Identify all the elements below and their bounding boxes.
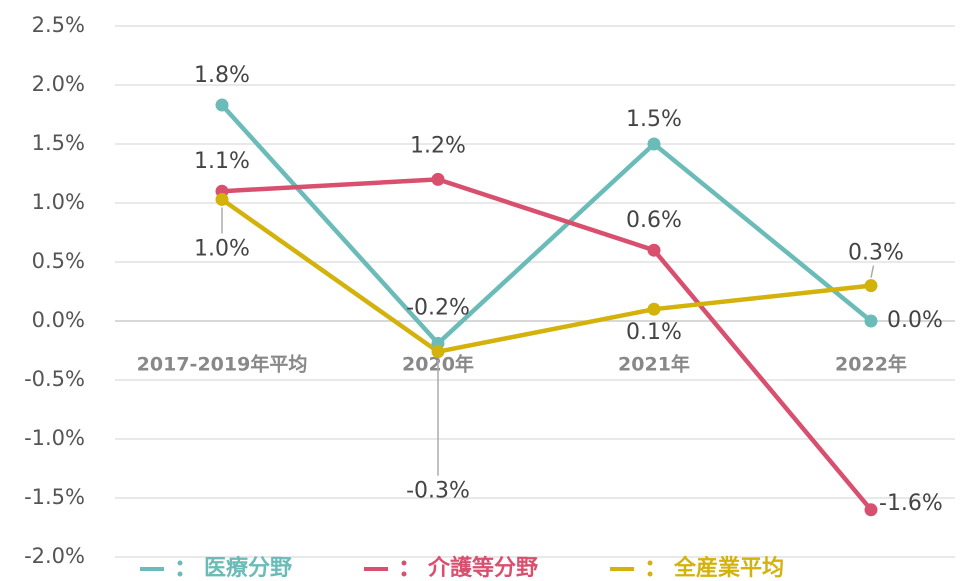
legend-label: 介護等分野 <box>427 555 538 581</box>
legend-colon <box>647 560 653 566</box>
data-label: -0.2% <box>406 295 470 320</box>
data-label: 1.8% <box>194 63 250 88</box>
x-tick-label: 2017-2019年平均 <box>137 353 308 376</box>
leader-line <box>870 265 875 278</box>
y-tick-label: -0.5% <box>24 367 85 391</box>
y-tick-label: 1.0% <box>32 190 85 214</box>
y-tick-label: 2.5% <box>32 13 85 37</box>
y-tick-label: 0.5% <box>32 249 85 273</box>
legend-colon <box>177 571 183 577</box>
point <box>431 345 445 359</box>
legend-label: 全産業平均 <box>673 555 784 581</box>
legend-colon <box>647 571 653 577</box>
legend-colon <box>401 560 407 566</box>
y-tick-label: 2.0% <box>32 72 85 96</box>
legend-item: 介護等分野 <box>364 555 538 581</box>
data-label: 0.0% <box>887 308 943 333</box>
legend-colon <box>401 571 407 577</box>
y-tick-label: -2.0% <box>24 544 85 568</box>
legend-label: 医療分野 <box>204 555 292 581</box>
data-label: 0.6% <box>626 208 682 233</box>
point <box>864 314 878 328</box>
data-label: 1.5% <box>626 107 682 132</box>
data-label: 0.3% <box>848 241 904 266</box>
y-tick-label: 0.0% <box>32 308 85 332</box>
y-tick-label: -1.0% <box>24 426 85 450</box>
x-tick-label: 2022年 <box>835 353 907 376</box>
point <box>647 137 661 151</box>
legend-colon <box>177 560 183 566</box>
legend-item: 全産業平均 <box>610 555 784 581</box>
x-tick-label: 2021年 <box>618 353 690 376</box>
y-tick-label: -1.5% <box>24 485 85 509</box>
point <box>647 243 661 257</box>
legend-item: 医療分野 <box>140 555 292 581</box>
point <box>215 98 229 112</box>
data-label: 0.1% <box>626 320 682 345</box>
point <box>215 192 229 206</box>
data-label: 1.2% <box>410 133 466 158</box>
data-label: 1.1% <box>194 149 250 174</box>
data-label: -0.3% <box>406 479 470 504</box>
point <box>647 302 661 316</box>
point <box>431 172 445 186</box>
line <box>221 177 873 512</box>
y-tick-label: 1.5% <box>32 131 85 155</box>
point <box>864 503 878 517</box>
data-label: 1.0% <box>194 236 250 261</box>
data-label: -1.6% <box>879 491 943 516</box>
line <box>220 103 873 346</box>
point <box>864 279 878 293</box>
line <box>220 197 872 354</box>
